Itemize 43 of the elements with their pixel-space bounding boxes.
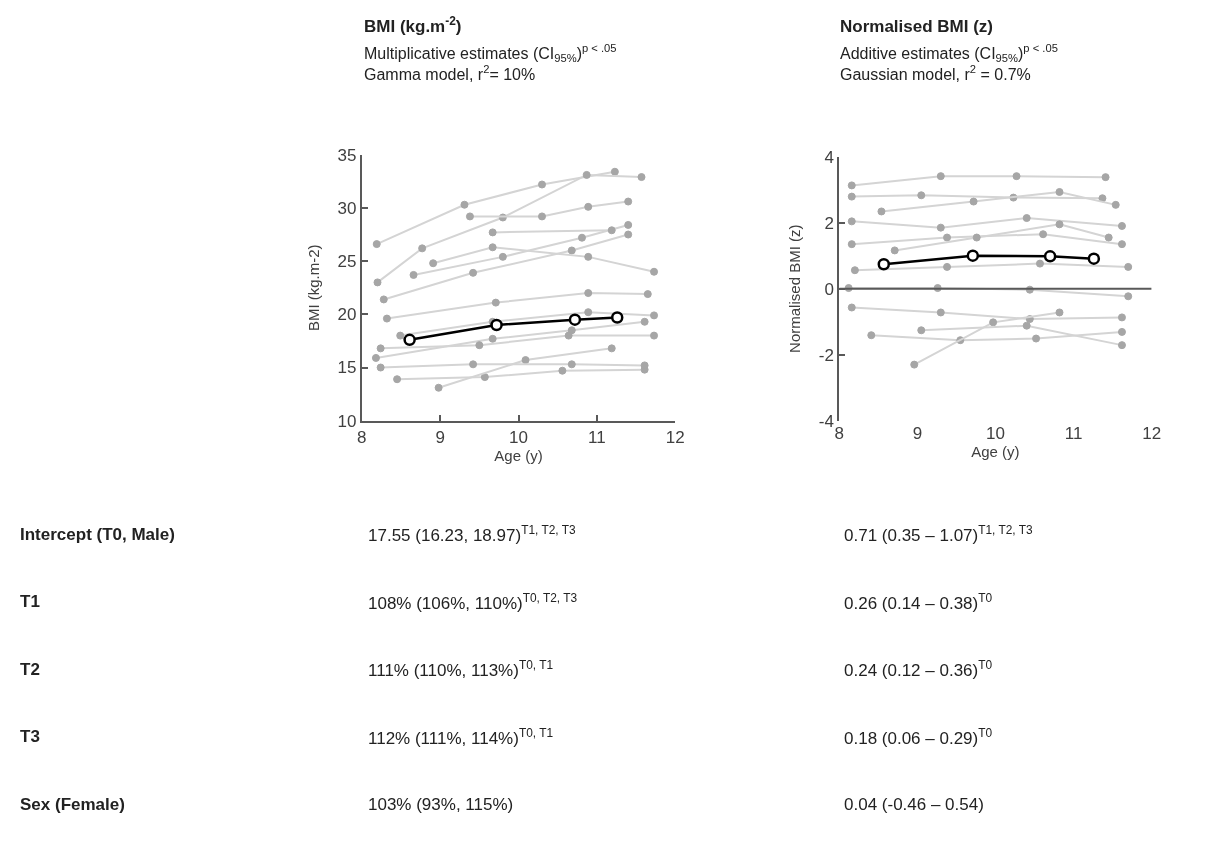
text: 0.24 (0.12 – 0.36)$^{T0}$ bbox=[844, 658, 993, 681]
y-tick-label: 4 bbox=[824, 147, 834, 167]
chart-title: BMI (kg.m$^{-2}$) bbox=[364, 14, 462, 37]
text: 17.55 (16.23, 18.97)$^{T1, T2, T3}$ bbox=[368, 523, 576, 546]
x-tick-label: 9 bbox=[435, 428, 445, 448]
text: Intercept (T0, Male) bbox=[20, 525, 175, 544]
y-tick-label: 15 bbox=[337, 358, 357, 378]
text: T3 bbox=[20, 727, 40, 746]
y-tick-label: 25 bbox=[337, 252, 357, 272]
text: 103% (93%, 115%) bbox=[368, 795, 514, 814]
x-axis-title: Age (y) bbox=[971, 442, 1020, 460]
text: 0.18 (0.06 – 0.29)$^{T0}$ bbox=[844, 726, 993, 749]
x-tick-label: 11 bbox=[1064, 423, 1083, 443]
chart-title: Normalised BMI (z) bbox=[840, 17, 994, 36]
text: 0.71 (0.35 – 1.07)$^{T1, T2, T3}$ bbox=[844, 523, 1034, 546]
text: 0.26 (0.14 – 0.38)$^{T0}$ bbox=[844, 591, 993, 614]
x-tick-label: 8 bbox=[357, 428, 367, 448]
x-tick-label: 10 bbox=[985, 423, 1005, 443]
text: Multiplicative estimates (CI$_{95%}$)$^{p < .05}$ Gamma model, r$^{2}$= 10% bbox=[364, 42, 617, 83]
x-tick-label: 8 bbox=[834, 423, 845, 443]
text: Sex (Female) bbox=[20, 795, 125, 814]
text: 108% (106%, 110%)$^{T0, T2, T3}$ bbox=[368, 591, 578, 614]
text: 112% (111%, 114%)$^{T0, T1}$ bbox=[368, 726, 554, 749]
x-tick-label: 9 bbox=[912, 423, 923, 443]
text: T1 bbox=[20, 592, 40, 611]
y-axis-title: BMI (kg.m-2) bbox=[305, 244, 323, 332]
y-tick-label: -2 bbox=[818, 345, 834, 365]
text: 111% (110%, 113%)$^{T0, T1}$ bbox=[368, 658, 554, 681]
y-tick-label: -4 bbox=[818, 411, 834, 431]
x-tick-label: 12 bbox=[665, 428, 685, 448]
y-tick-label: 0 bbox=[824, 279, 834, 299]
y-tick-label: 2 bbox=[824, 213, 834, 233]
text: Additive estimates (CI$_{95%}$)$^{p < .05}$ Gaussian model, r$^{2}$ = 0.7% bbox=[840, 42, 1058, 83]
y-tick-label: 20 bbox=[337, 305, 357, 325]
y-tick-label: 35 bbox=[337, 145, 357, 165]
x-tick-label: 11 bbox=[588, 428, 606, 448]
y-axis-title: Normalised BMI (z) bbox=[786, 224, 804, 353]
x-tick-label: 12 bbox=[1142, 423, 1162, 443]
text: T2 bbox=[20, 660, 40, 679]
text: 0.04 (-0.46 – 0.54) bbox=[844, 795, 984, 814]
x-tick-label: 10 bbox=[509, 428, 528, 448]
x-axis-title: Age (y) bbox=[494, 447, 543, 465]
y-tick-label: 30 bbox=[337, 198, 357, 218]
